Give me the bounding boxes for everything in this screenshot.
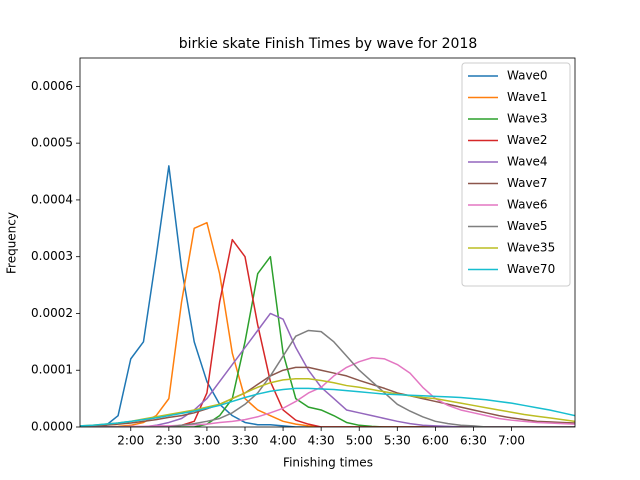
x-tick-label: 4:30 — [308, 434, 335, 448]
series-line — [80, 329, 575, 427]
legend-label: Wave4 — [507, 155, 548, 169]
legend-label: Wave6 — [507, 198, 548, 212]
x-tick-label: 5:30 — [384, 434, 411, 448]
x-tick-label: 5:00 — [346, 434, 373, 448]
y-tick-label: 0.0001 — [31, 363, 73, 377]
legend-label: Wave0 — [507, 69, 548, 83]
x-tick-label: 7:00 — [498, 434, 525, 448]
chart-title: birkie skate Finish Times by wave for 20… — [179, 36, 478, 52]
series-line — [80, 387, 575, 427]
series-line — [80, 255, 575, 427]
y-tick-label: 0.0003 — [31, 249, 73, 263]
series-line — [80, 378, 575, 427]
y-tick-label: 0.0005 — [31, 136, 73, 150]
x-tick-label: 6:00 — [422, 434, 449, 448]
legend-label: Wave1 — [507, 90, 548, 104]
x-tick-label: 6:30 — [460, 434, 487, 448]
x-tick-label: 3:00 — [193, 434, 220, 448]
legend-label: Wave35 — [507, 241, 555, 255]
series-line — [80, 312, 575, 427]
y-tick-label: 0.0004 — [31, 192, 73, 206]
y-tick-label: 0.0006 — [31, 79, 73, 93]
x-tick-label: 3:30 — [232, 434, 259, 448]
y-tick-label: 0.0000 — [31, 420, 73, 434]
legend-label: Wave70 — [507, 262, 555, 276]
legend-label: Wave7 — [507, 176, 548, 190]
plot-frame — [79, 57, 576, 428]
x-tick-label: 2:30 — [155, 434, 182, 448]
legend-label: Wave3 — [507, 112, 548, 126]
x-tick-label: 4:00 — [270, 434, 297, 448]
y-tick-label: 0.0002 — [31, 306, 73, 320]
y-axis-label: Frequency — [5, 212, 19, 274]
x-tick-label: 2:00 — [117, 434, 144, 448]
series-line — [80, 366, 575, 427]
legend-label: Wave2 — [507, 133, 548, 147]
series-line — [80, 221, 575, 427]
legend-label: Wave5 — [507, 219, 548, 233]
x-axis-label: Finishing times — [283, 456, 373, 470]
series-line — [80, 165, 575, 427]
